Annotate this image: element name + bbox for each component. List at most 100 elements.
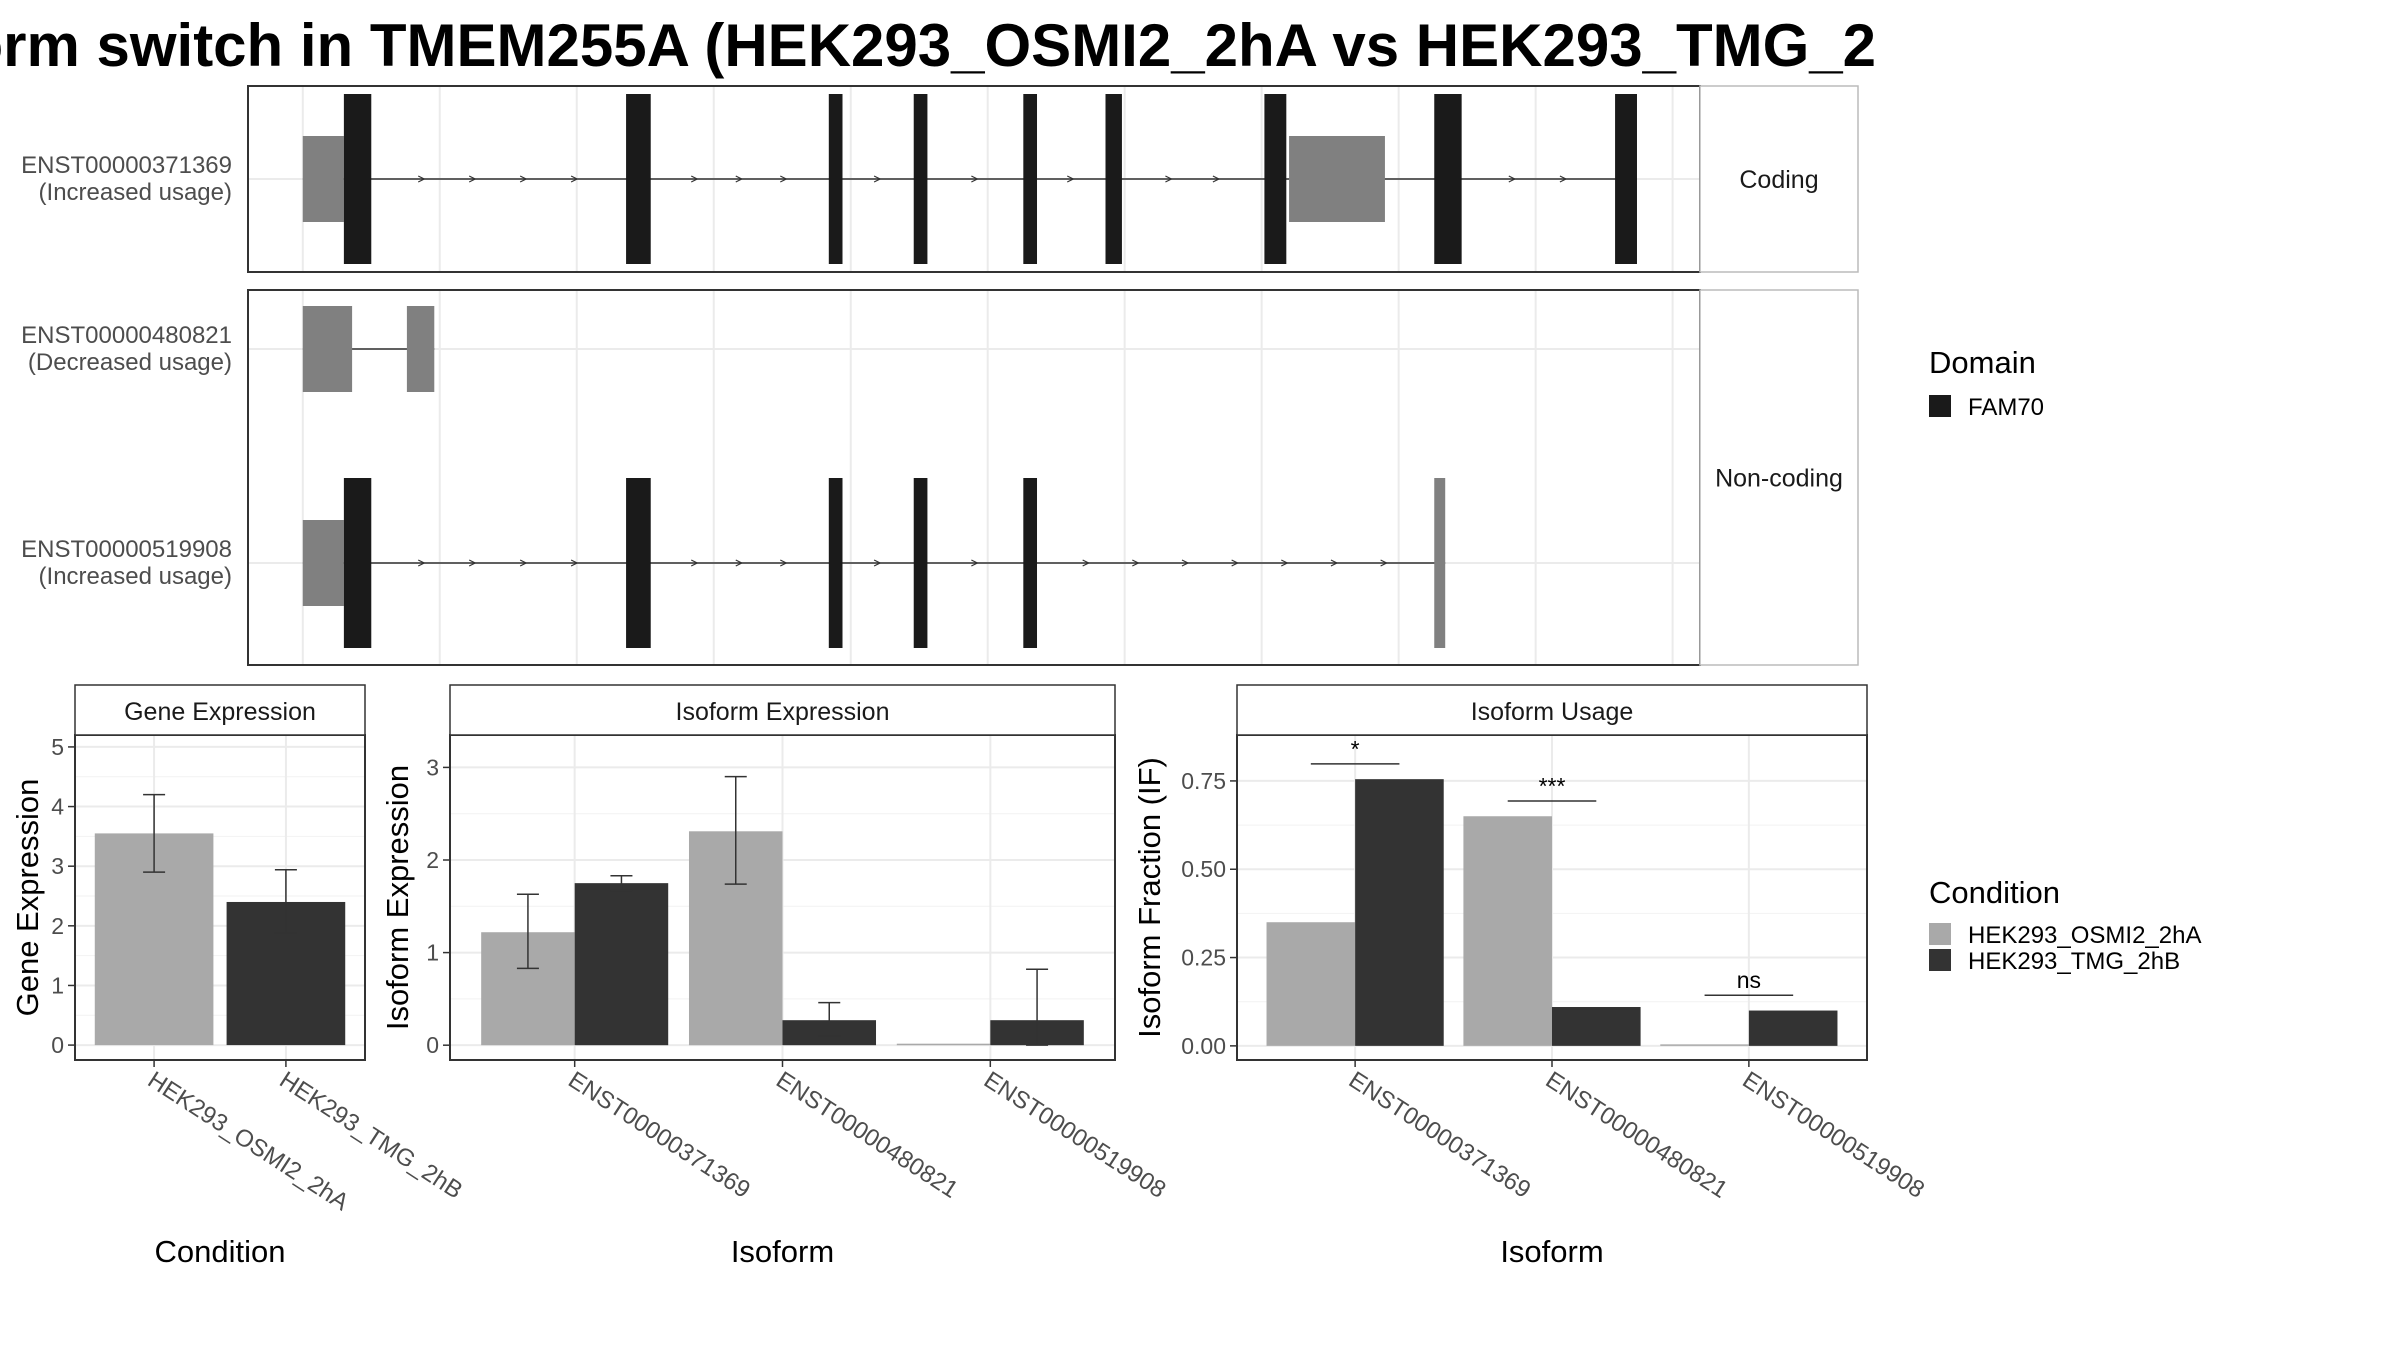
utr-exon — [302, 306, 353, 392]
intron-arrow — [873, 559, 882, 567]
y-tick-label: 2 — [51, 913, 64, 939]
intron-arrow — [417, 175, 426, 183]
transcript-id-label: ENST00000480821 — [21, 322, 232, 349]
fam70-domain-exon — [1264, 94, 1287, 264]
fam70-domain-exon — [1615, 94, 1637, 264]
figure-title: e isoform switch in TMEM255A (HEK293_OSM… — [0, 6, 2400, 86]
intron-arrow — [1181, 559, 1190, 567]
intron-arrow — [780, 559, 788, 567]
utr-exon — [1289, 136, 1385, 222]
fam70-domain-exon — [1023, 94, 1038, 264]
bar-HEK293_TMG_2hB-ENST00000480821 — [1552, 1007, 1641, 1046]
y-axis-label: Isoform Expression — [380, 765, 415, 1030]
y-tick-label: 2 — [426, 847, 439, 873]
intron-arrow — [1281, 559, 1289, 567]
intron-arrow — [1330, 559, 1339, 567]
y-tick-label: 0.25 — [1181, 945, 1226, 971]
y-axis-label: Isoform Fraction (IF) — [1132, 757, 1167, 1038]
intron-arrow — [570, 175, 579, 183]
facet-strip-label: Non-coding — [1715, 465, 1843, 493]
intron-arrow — [1082, 559, 1091, 567]
intron-arrow — [417, 559, 426, 567]
utr-exon — [302, 520, 344, 606]
intron-arrow — [1231, 559, 1239, 567]
transcript-usage-label: (Increased usage) — [39, 563, 232, 590]
intron-arrow — [690, 559, 699, 567]
x-tick-label: ENST00000371369 — [1344, 1066, 1536, 1203]
transcript-ENST00000371369: ENST00000371369(Increased usage) — [21, 94, 1637, 264]
fam70-domain-exon — [343, 478, 372, 648]
condition-legend-title: Condition — [1929, 875, 2060, 910]
transcript-usage-label: (Decreased usage) — [28, 349, 232, 376]
chart-title: Gene Expression — [124, 698, 316, 726]
intron-arrow — [873, 175, 882, 183]
fam70-domain-exon — [828, 94, 843, 264]
fam70-domain-exon — [1105, 94, 1122, 264]
y-tick-label: 0.00 — [1181, 1033, 1226, 1059]
intron-arrow — [1066, 175, 1075, 183]
y-tick-label: 0 — [426, 1032, 439, 1058]
intron-arrow — [735, 175, 744, 183]
bar-HEK293_OSMI2_2hA-ENST00000519908 — [896, 1043, 991, 1046]
y-tick-label: 1 — [51, 972, 64, 998]
fam70-domain-exon — [913, 94, 928, 264]
intron-arrow — [468, 175, 477, 183]
fam70-domain-exon — [1434, 94, 1462, 264]
significance-label: *** — [1539, 773, 1566, 799]
facet-strip — [74, 684, 366, 736]
structure-panel-coding: ENST00000371369(Increased usage) Coding — [21, 85, 1859, 273]
intron-arrow — [570, 559, 579, 567]
y-tick-label: 3 — [51, 853, 64, 879]
x-tick-label: ENST00000519908 — [979, 1066, 1171, 1203]
bar-HEK293_TMG_2hB-ENST00000371369 — [574, 883, 669, 1046]
intron-arrow — [1212, 175, 1221, 183]
intron-arrow — [1132, 559, 1140, 567]
utr-exon — [406, 306, 435, 392]
significance-label: ns — [1737, 967, 1761, 993]
figure-title-text: e isoform switch in TMEM255A (HEK293_OSM… — [0, 12, 1876, 79]
intron-arrow — [468, 559, 477, 567]
fam70-domain-exon — [828, 478, 843, 648]
y-tick-label: 3 — [426, 754, 439, 780]
x-tick-label: ENST00000371369 — [563, 1066, 755, 1203]
transcript-ENST00000519908: ENST00000519908(Increased usage) — [21, 478, 1446, 648]
y-tick-label: 0.50 — [1181, 856, 1226, 882]
condition-legend-label: HEK293_TMG_2hB — [1968, 948, 2180, 975]
fam70-domain-exon — [1023, 478, 1038, 648]
transcript-id-label: ENST00000371369 — [21, 152, 232, 179]
condition-legend-swatch — [1929, 923, 1951, 945]
condition-legend-swatch — [1929, 949, 1951, 971]
domain-legend: Domain FAM70 — [1929, 345, 2044, 421]
transcript-ENST00000480821: ENST00000480821(Decreased usage) — [21, 306, 435, 392]
bar-HEK293_OSMI2_2hA-ENST00000519908 — [1660, 1044, 1749, 1046]
facet-strip — [1699, 289, 1859, 666]
x-axis-label: Isoform — [731, 1234, 834, 1269]
y-tick-label: 5 — [51, 734, 64, 760]
x-tick-label: ENST00000519908 — [1738, 1066, 1930, 1203]
bar-HEK293_OSMI2_2hA-ENST00000480821 — [1463, 816, 1552, 1046]
x-tick-label: ENST00000480821 — [1541, 1066, 1733, 1203]
facet-strip-label: Coding — [1739, 166, 1818, 194]
y-tick-label: 0.75 — [1181, 768, 1226, 794]
intron-arrow — [1380, 559, 1388, 567]
intron-arrow — [519, 559, 528, 567]
facet-strip — [1699, 85, 1859, 273]
domain-legend-label: FAM70 — [1968, 394, 2044, 421]
facet-strip — [449, 684, 1116, 736]
bar-HEK293_TMG_2hB-ENST00000371369 — [1355, 779, 1444, 1046]
condition-legend-label: HEK293_OSMI2_2hA — [1968, 922, 2201, 949]
bar-HEK293_OSMI2_2hA-ENST00000371369 — [1266, 922, 1356, 1046]
bar-HEK293_TMG_2hB-ENST00000519908 — [1748, 1010, 1838, 1046]
facet-strip — [1236, 684, 1868, 736]
y-tick-label: 0 — [51, 1032, 64, 1058]
fam70-domain-exon — [913, 478, 928, 648]
x-axis-label: Condition — [155, 1234, 286, 1269]
fam70-domain-exon — [626, 478, 651, 648]
fam70-domain-exon — [626, 94, 651, 264]
y-axis-label: Gene Expression — [10, 779, 45, 1017]
intron-arrow — [1559, 175, 1568, 183]
